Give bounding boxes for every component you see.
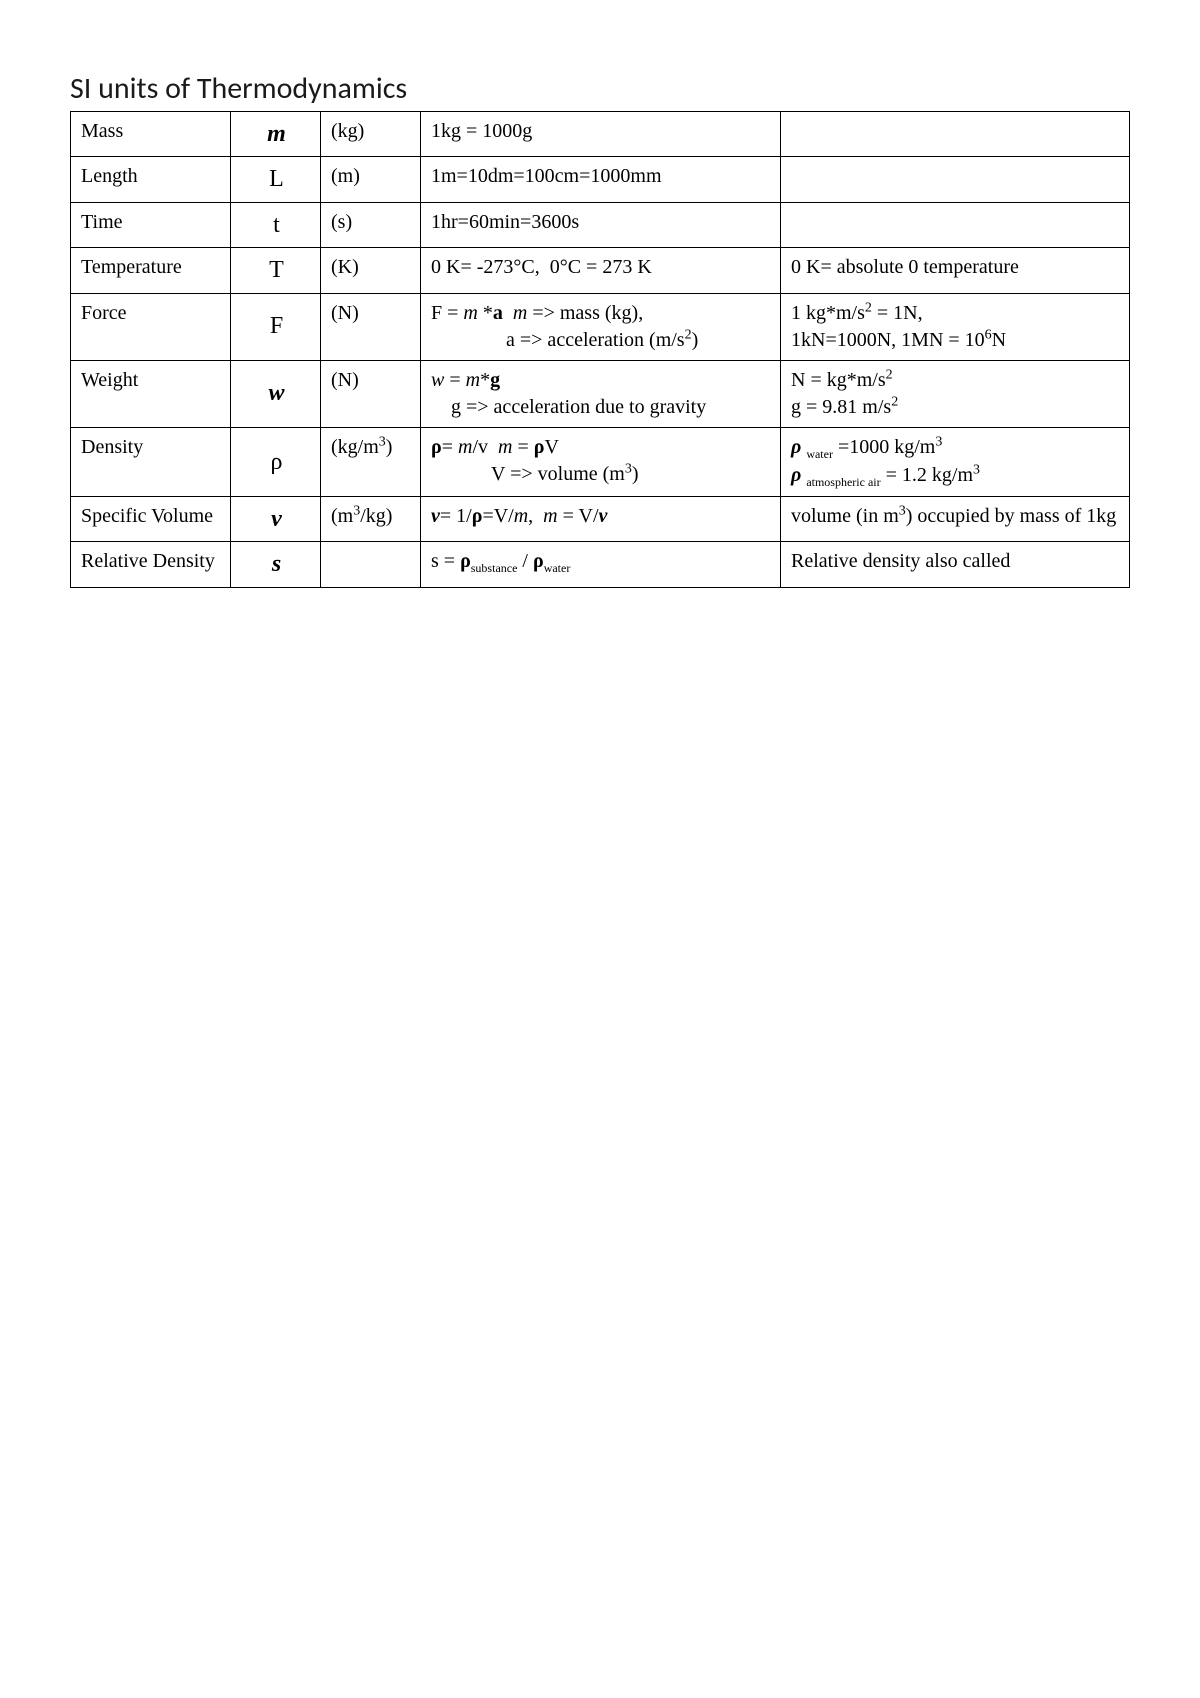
quantity-cell: Mass [71, 112, 231, 157]
formula-cell: ν= 1/ρ=V/m, m = V/ν [421, 496, 781, 541]
quantity-cell: Time [71, 202, 231, 247]
quantity-cell: Density [71, 427, 231, 496]
page-title: SI units of Thermodynamics [70, 70, 1130, 107]
symbol-cell: w [231, 360, 321, 427]
symbol-cell: t [231, 202, 321, 247]
symbol-cell: s [231, 542, 321, 587]
table-row: TemperatureT(K)0 K= -273°C, 0°C = 273 K0… [71, 248, 1130, 293]
si-units-table: Massm(kg)1kg = 1000gLengthL(m)1m=10dm=10… [70, 111, 1130, 588]
unit-cell: (N) [321, 293, 421, 360]
formula-cell: 1m=10dm=100cm=1000mm [421, 157, 781, 202]
formula-cell: s = ρsubstance / ρwater [421, 542, 781, 587]
symbol-cell: F [231, 293, 321, 360]
table-row: Timet(s)1hr=60min=3600s [71, 202, 1130, 247]
formula-cell: w = m*g g => acceleration due to gravity [421, 360, 781, 427]
table-row: LengthL(m)1m=10dm=100cm=1000mm [71, 157, 1130, 202]
quantity-cell: Length [71, 157, 231, 202]
quantity-cell: Temperature [71, 248, 231, 293]
notes-cell: 1 kg*m/s2 = 1N,1kN=1000N, 1MN = 106N [781, 293, 1130, 360]
symbol-cell: L [231, 157, 321, 202]
page-container: SI units of Thermodynamics Massm(kg)1kg … [0, 0, 1200, 588]
formula-cell: 1kg = 1000g [421, 112, 781, 157]
quantity-cell: Relative Density [71, 542, 231, 587]
table-row: ForceF(N)F = m *a m => mass (kg), a => a… [71, 293, 1130, 360]
unit-cell: (kg/m3) [321, 427, 421, 496]
quantity-cell: Specific Volume [71, 496, 231, 541]
formula-cell: ρ= m/v m = ρV V => volume (m3) [421, 427, 781, 496]
symbol-cell: m [231, 112, 321, 157]
formula-cell: 0 K= -273°C, 0°C = 273 K [421, 248, 781, 293]
unit-cell: (s) [321, 202, 421, 247]
unit-cell: (K) [321, 248, 421, 293]
notes-cell [781, 202, 1130, 247]
quantity-cell: Force [71, 293, 231, 360]
notes-cell [781, 157, 1130, 202]
notes-cell: Relative density also called [781, 542, 1130, 587]
table-row: Weightw(N)w = m*g g => acceleration due … [71, 360, 1130, 427]
notes-cell [781, 112, 1130, 157]
notes-cell: volume (in m3) occupied by mass of 1kg [781, 496, 1130, 541]
formula-cell: F = m *a m => mass (kg), a => accelerati… [421, 293, 781, 360]
table-row: Massm(kg)1kg = 1000g [71, 112, 1130, 157]
quantity-cell: Weight [71, 360, 231, 427]
notes-cell: N = kg*m/s2g = 9.81 m/s2 [781, 360, 1130, 427]
unit-cell: (m3/kg) [321, 496, 421, 541]
table-row: Specific Volumeν(m3/kg)ν= 1/ρ=V/m, m = V… [71, 496, 1130, 541]
symbol-cell: ρ [231, 427, 321, 496]
unit-cell: (kg) [321, 112, 421, 157]
table-row: Relative Densitys s = ρsubstance / ρwater… [71, 542, 1130, 587]
unit-cell [321, 542, 421, 587]
notes-cell: ρ water =1000 kg/m3ρ atmospheric air = 1… [781, 427, 1130, 496]
formula-cell: 1hr=60min=3600s [421, 202, 781, 247]
symbol-cell: ν [231, 496, 321, 541]
unit-cell: (m) [321, 157, 421, 202]
notes-cell: 0 K= absolute 0 temperature [781, 248, 1130, 293]
unit-cell: (N) [321, 360, 421, 427]
symbol-cell: T [231, 248, 321, 293]
table-row: Densityρ(kg/m3)ρ= m/v m = ρV V => volume… [71, 427, 1130, 496]
